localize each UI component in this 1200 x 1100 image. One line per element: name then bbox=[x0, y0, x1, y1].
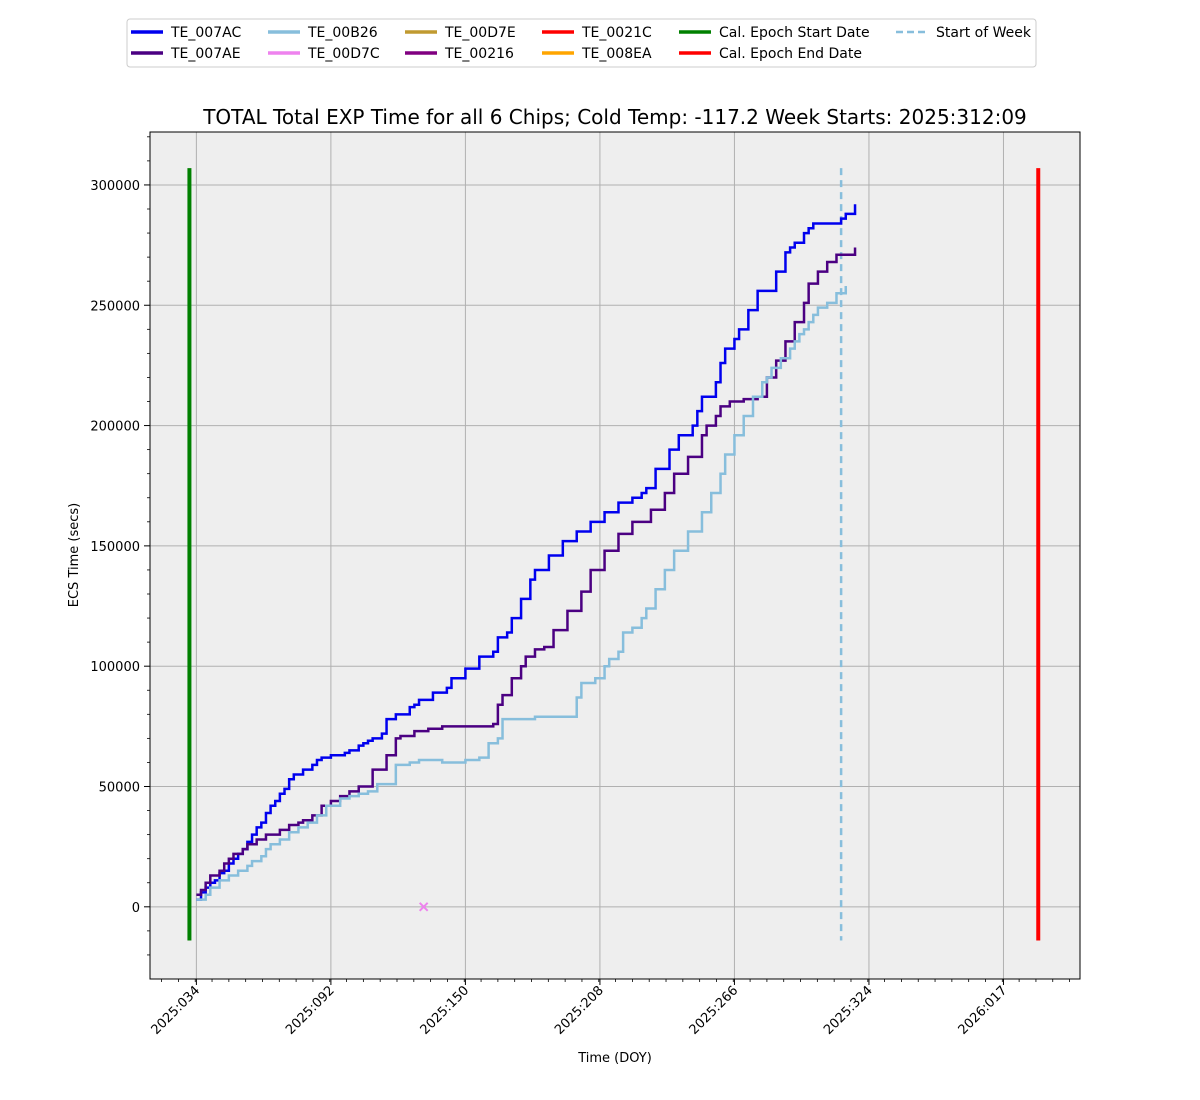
marker-stroke bbox=[418, 902, 429, 912]
x-tick-label: 2025:092 bbox=[283, 983, 338, 1038]
chart-title: TOTAL Total EXP Time for all 6 Chips; Co… bbox=[202, 105, 1027, 129]
gridlines bbox=[150, 132, 1080, 979]
legend: TE_007AC TE_007AE TE_00B26 TE_00D7C TE_00D7E… bbox=[126, 18, 1037, 68]
x-tick-label: 2025:324 bbox=[821, 983, 876, 1038]
legend-item: TE_00216 bbox=[405, 46, 514, 62]
legend-label: TE_007AC bbox=[170, 25, 241, 41]
x-axis-label: Time (DOY) bbox=[577, 1051, 652, 1066]
legend-item: TE_007AE bbox=[131, 46, 241, 62]
y-tick-label: 150000 bbox=[90, 540, 140, 555]
legend-label: TE_00D7E bbox=[444, 25, 516, 41]
legend-label: Cal. Epoch End Date bbox=[719, 46, 862, 62]
y-tick-label: 100000 bbox=[90, 660, 140, 675]
legend-label: Start of Week bbox=[936, 25, 1032, 41]
y-tick-label: 200000 bbox=[90, 420, 140, 435]
legend-frame bbox=[126, 18, 1037, 68]
x-tick-label: 2025:150 bbox=[418, 983, 473, 1038]
legend-item: TE_00B26 bbox=[268, 25, 378, 41]
legend-item: TE_00D7E bbox=[405, 25, 516, 41]
legend-item: TE_008EA bbox=[542, 46, 652, 62]
legend-item: TE_0021C bbox=[542, 25, 652, 41]
plot-area bbox=[150, 132, 1080, 979]
legend-label: TE_0021C bbox=[581, 25, 652, 41]
x-tick-label: 2025:266 bbox=[687, 983, 742, 1038]
y-tick-label: 0 bbox=[132, 901, 140, 916]
series-lines bbox=[196, 204, 857, 901]
legend-item: Cal. Epoch Start Date bbox=[679, 25, 870, 41]
plot-frame bbox=[149, 131, 1081, 980]
x-tick-label: 2025:034 bbox=[149, 983, 204, 1038]
legend-label: TE_007AE bbox=[170, 46, 241, 62]
x-tick-label: 2025:208 bbox=[552, 983, 607, 1038]
legend-label: Cal. Epoch Start Date bbox=[719, 25, 870, 41]
legend-item: Cal. Epoch End Date bbox=[679, 46, 862, 62]
legend-label: TE_008EA bbox=[581, 46, 652, 62]
series-line bbox=[196, 286, 848, 901]
reference-lines bbox=[187, 168, 1041, 941]
legend-item: TE_007AC bbox=[131, 25, 241, 41]
x-axis: 2025:034 2025:092 2025:150 2025:208 2025:266… bbox=[149, 979, 1070, 1038]
legend-item: TE_00D7C bbox=[268, 46, 380, 62]
y-tick-label: 250000 bbox=[90, 299, 140, 314]
legend-item: Start of Week bbox=[896, 25, 1032, 41]
legend-label: TE_00D7C bbox=[307, 46, 380, 62]
legend-label: TE_00216 bbox=[444, 46, 514, 62]
x-tick-label: 2026:017 bbox=[956, 983, 1011, 1038]
y-axis: 0 50000 100000 150000 200000 250000 300000 bbox=[90, 136, 150, 956]
series-markers bbox=[418, 902, 429, 912]
series-marker bbox=[418, 902, 429, 912]
y-tick-label: 300000 bbox=[90, 179, 140, 194]
y-tick-label: 50000 bbox=[99, 781, 140, 796]
legend-label: TE_00B26 bbox=[307, 25, 378, 41]
series-line bbox=[196, 247, 857, 897]
y-axis-label: ECS Time (secs) bbox=[67, 503, 82, 607]
series-line bbox=[196, 204, 857, 901]
